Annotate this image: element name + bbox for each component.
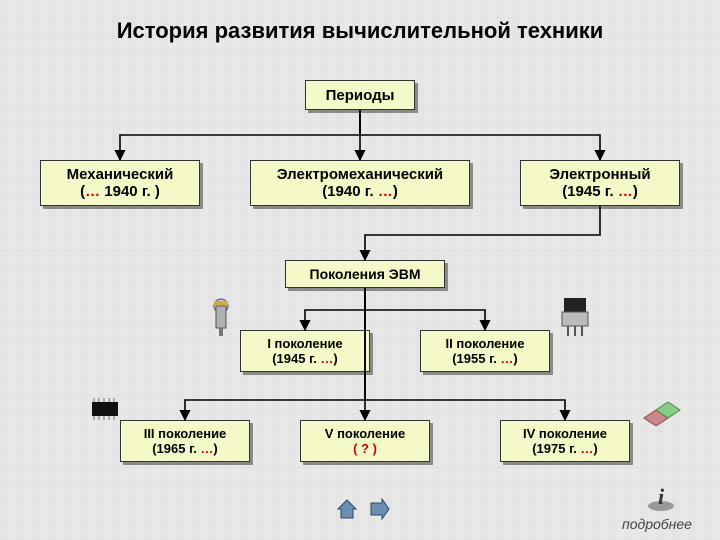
- node-line1: Электронный: [549, 166, 650, 183]
- more-link[interactable]: подробнее: [622, 516, 692, 532]
- node-periods: Периоды: [305, 80, 415, 110]
- node-line1: I поколение: [267, 336, 342, 351]
- info-icon[interactable]: i: [646, 484, 676, 514]
- node-line1: II поколение: [446, 336, 525, 351]
- books-icon: [642, 398, 682, 426]
- node-line1: Электромеханический: [277, 166, 443, 183]
- node-label: Поколения ЭВМ: [310, 266, 421, 282]
- node-gen3: III поколение (1965 г. …): [120, 420, 250, 462]
- node-gen4: IV поколение (1975 г. …): [500, 420, 630, 462]
- node-line1: III поколение: [144, 426, 227, 441]
- node-line2: (1945 г. …): [272, 351, 338, 366]
- svg-text:i: i: [658, 484, 665, 509]
- page-title: История развития вычислительной техники: [0, 18, 720, 44]
- node-gen1: I поколение (1945 г. …): [240, 330, 370, 372]
- node-electronic: Электронный (1945 г. …): [520, 160, 680, 206]
- node-gen5: V поколение ( ? ): [300, 420, 430, 462]
- node-generations: Поколения ЭВМ: [285, 260, 445, 288]
- next-arrow-icon[interactable]: [368, 498, 390, 520]
- node-line2: (… 1940 г. ): [80, 183, 160, 200]
- home-icon[interactable]: [336, 498, 358, 520]
- vacuum-tube-icon: [210, 298, 232, 338]
- node-line2: ( ? ): [353, 441, 377, 456]
- node-label: Периоды: [326, 87, 395, 104]
- transistor-icon: [560, 296, 590, 336]
- node-mechanical: Механический (… 1940 г. ): [40, 160, 200, 206]
- node-line2: (1940 г. …): [322, 183, 398, 200]
- node-line2: (1965 г. …): [152, 441, 218, 456]
- node-line2: (1945 г. …): [562, 183, 638, 200]
- node-line2: (1975 г. …): [532, 441, 598, 456]
- node-gen2: II поколение (1955 г. …): [420, 330, 550, 372]
- node-electromechanical: Электромеханический (1940 г. …): [250, 160, 470, 206]
- node-line1: Механический: [67, 166, 174, 183]
- node-line2: (1955 г. …): [452, 351, 518, 366]
- node-line1: V поколение: [325, 426, 405, 441]
- node-line1: IV поколение: [523, 426, 607, 441]
- chip-icon: [88, 398, 122, 420]
